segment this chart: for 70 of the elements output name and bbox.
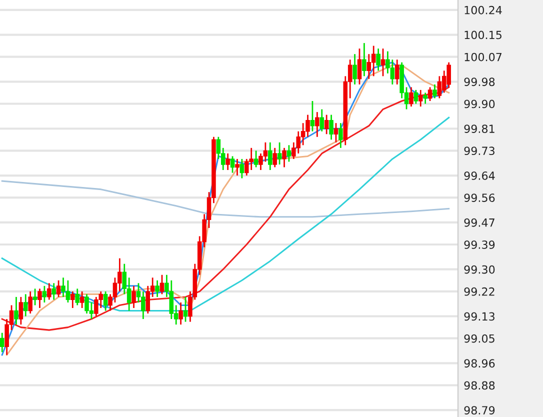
candlestick [371, 45, 376, 77]
candlestick [42, 285, 47, 304]
candlestick [0, 332, 4, 353]
candlestick [272, 147, 277, 168]
y-tick-label: 99.56 [464, 194, 495, 202]
candlestick [329, 114, 334, 140]
candlestick [146, 285, 150, 314]
candlestick [324, 114, 329, 135]
candlestick [409, 86, 414, 108]
candlestick [235, 158, 240, 176]
candlestick [47, 282, 52, 300]
candlestick [432, 84, 437, 99]
candlestick [160, 274, 164, 295]
y-tick-label: 99.73 [464, 146, 494, 156]
candlestick [132, 285, 136, 309]
candlestick [52, 282, 56, 300]
y-tick-label: 99.90 [464, 100, 495, 108]
candlestick [183, 296, 188, 322]
candlestick [240, 158, 244, 179]
candlestick [315, 111, 320, 138]
y-tick-label: 100.15 [464, 30, 502, 40]
candlestick [414, 89, 418, 104]
y-tick-label: 99.47 [464, 218, 494, 227]
candlestick [286, 144, 292, 162]
candlestick [14, 296, 18, 326]
candlestick [380, 48, 386, 77]
candlestick [38, 288, 42, 309]
y-tick-label: 99.81 [464, 124, 494, 133]
candlestick [277, 142, 282, 166]
candlestick [338, 122, 343, 149]
y-tick-label: 98.88 [464, 381, 495, 390]
y-tick-label: 100.24 [464, 6, 502, 14]
candlestick [18, 296, 24, 326]
candlestick [80, 290, 84, 309]
candlestick [70, 290, 75, 309]
y-tick-label: 99.98 [464, 78, 495, 86]
candlestick [56, 280, 61, 298]
y-tick-label: 99.64 [464, 171, 495, 180]
candlestick [28, 290, 32, 314]
candlestick [394, 58, 400, 86]
y-tick-label: 99.13 [464, 312, 494, 321]
candlestick [282, 147, 286, 168]
candlestick [334, 122, 338, 144]
y-tick-label: 99.22 [464, 287, 494, 296]
candlestick [352, 53, 357, 86]
y-tick-label: 98.96 [464, 359, 495, 368]
candlestick [254, 150, 258, 168]
candlestick [362, 42, 366, 77]
y-tick-label: 99.05 [464, 334, 494, 343]
candlestick [226, 152, 230, 171]
candlestick [230, 156, 235, 174]
candlestick [75, 288, 80, 306]
y-tick-label: 100.07 [464, 52, 502, 62]
candlestick [310, 100, 315, 132]
candlestick [376, 48, 380, 72]
y-tick-label: 99.39 [464, 240, 495, 249]
candlestick [103, 290, 108, 312]
candlestick [178, 302, 183, 326]
y-tick-label: 99.30 [464, 265, 495, 274]
candlestick [320, 108, 324, 132]
candlestick [428, 86, 432, 102]
candlestick [23, 293, 28, 317]
candlestick [423, 92, 428, 104]
candlestick [32, 288, 38, 306]
candlestick [418, 89, 423, 108]
candlestick [366, 53, 372, 80]
candlestick [357, 48, 362, 86]
y-tick-label: 98.79 [464, 406, 495, 414]
candlestick [268, 142, 272, 171]
candlestick [155, 280, 160, 298]
